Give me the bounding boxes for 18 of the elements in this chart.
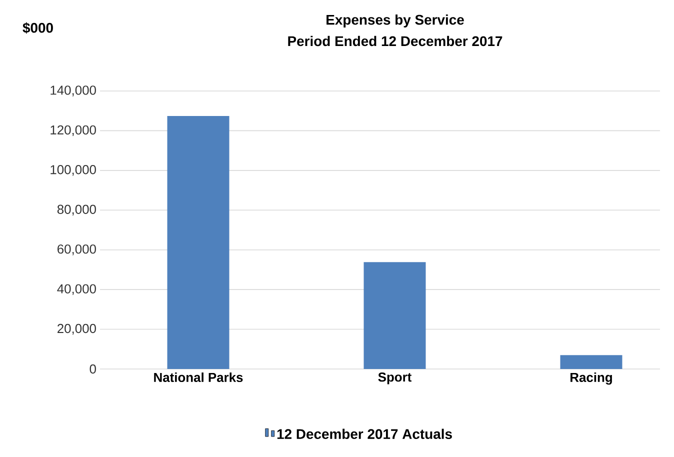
y-tick-label: 40,000 <box>57 284 96 295</box>
chart-title: Expenses by Service <box>326 14 464 28</box>
y-tick-label: 20,000 <box>58 324 96 335</box>
y-tick-label: 140,000 <box>50 86 96 96</box>
y-tick-label: 120,000 <box>50 125 96 136</box>
bar <box>364 262 426 369</box>
legend-label: 12 December 2017 Actuals <box>277 428 452 440</box>
bar <box>560 355 622 369</box>
chart-subtitle: Period Ended 12 December 2017 <box>288 36 502 46</box>
y-tick-label: 100,000 <box>50 165 96 176</box>
y-tick-label: 0 <box>90 364 96 374</box>
x-tick-label: National Parks <box>154 372 243 382</box>
x-tick-label: Sport <box>378 372 412 384</box>
y-tick-label: 80,000 <box>57 204 96 216</box>
bar <box>167 116 230 369</box>
y-axis-title: $000 <box>22 22 53 34</box>
x-tick-label: Racing <box>570 372 612 385</box>
y-tick-label: 60,000 <box>58 244 96 256</box>
